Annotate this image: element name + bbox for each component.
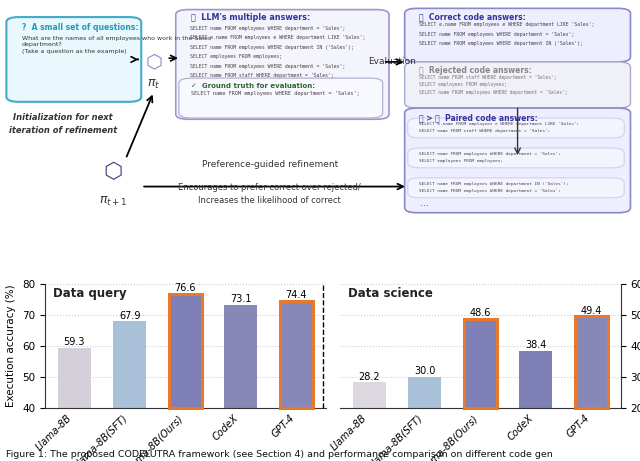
Text: 👍 > 👎  Paired code answers:: 👍 > 👎 Paired code answers: [419,113,538,122]
Text: 76.6: 76.6 [175,284,196,294]
Text: $\pi_t$: $\pi_t$ [147,78,161,91]
Text: ⬡: ⬡ [145,53,163,71]
Text: SELECT name FROM employees WHERE department = 'Sales';: SELECT name FROM employees WHERE departm… [190,64,346,69]
Bar [113,321,147,461]
Text: SELECT name FROM staff WHERE department = 'Sales';: SELECT name FROM staff WHERE department … [419,129,550,133]
Text: Evaluation: Evaluation [368,58,416,66]
Text: SELECT e.name FROM employees e WHERE department LIKE 'Sales';: SELECT e.name FROM employees e WHERE dep… [419,22,595,27]
Text: 59.3: 59.3 [63,337,85,347]
Text: SELECT name FROM staff WHERE department = 'Sales';: SELECT name FROM staff WHERE department … [190,73,334,78]
Bar [353,383,386,461]
Text: SELECT name FROM staff WHERE department = 'Sales';: SELECT name FROM staff WHERE department … [419,75,557,80]
Text: ...: ... [420,198,429,208]
FancyBboxPatch shape [179,78,383,118]
Text: 👍  Correct code answers:: 👍 Correct code answers: [419,13,526,22]
Text: 48.6: 48.6 [470,308,491,319]
Text: 73.1: 73.1 [230,295,252,304]
Text: SELECT name FROM employees WHERE department IN ('Sales');: SELECT name FROM employees WHERE departm… [190,45,354,50]
Text: ?  A small set of questions:: ? A small set of questions: [22,24,139,32]
Text: 74.4: 74.4 [285,290,307,300]
Bar [224,305,257,461]
Text: SELECT name FROM employees WHERE department = 'Sales';: SELECT name FROM employees WHERE departm… [190,26,346,31]
Text: Preference-guided refinement: Preference-guided refinement [202,160,338,169]
FancyBboxPatch shape [408,148,624,168]
Text: SELECT name FROM employees WHERE department IN ('Sales');: SELECT name FROM employees WHERE departm… [419,41,583,46]
Text: SELECT name FROM employees WHERE department = 'Sales';: SELECT name FROM employees WHERE departm… [419,152,561,156]
Text: ⬡: ⬡ [103,162,123,182]
Bar [463,319,497,461]
Text: 🗒  LLM's multiple answers:: 🗒 LLM's multiple answers: [191,13,310,22]
Text: Data query: Data query [53,287,127,300]
Bar [280,301,313,461]
FancyBboxPatch shape [6,17,141,102]
Text: 67.9: 67.9 [119,311,141,320]
Text: 👎  Rejected code answers:: 👎 Rejected code answers: [419,66,532,76]
Text: SELECT name FROM employees WHERE department = 'Sales';: SELECT name FROM employees WHERE departm… [419,189,561,193]
Text: $\pi_{t+1}$: $\pi_{t+1}$ [99,195,127,208]
Bar [575,317,608,461]
Text: SELECT name FROM employees WHERE department = 'Sales';: SELECT name FROM employees WHERE departm… [191,91,360,95]
Text: 49.4: 49.4 [580,306,602,316]
Text: SELECT employees FROM employees;: SELECT employees FROM employees; [190,54,282,59]
Text: SELECT e.name FROM employees e WHERE department LIKE 'Sales';: SELECT e.name FROM employees e WHERE dep… [190,35,365,40]
Text: What are the names of all employees who work in the Sales
department?
(Take a qu: What are the names of all employees who … [22,36,211,54]
FancyBboxPatch shape [404,108,630,213]
FancyBboxPatch shape [176,10,389,119]
Y-axis label: Execution accuracy (%): Execution accuracy (%) [6,284,17,407]
Text: SELECT name FROM employees WHERE department IN ('Sales');: SELECT name FROM employees WHERE departm… [419,182,569,186]
FancyBboxPatch shape [408,118,624,138]
Text: SELECT employees FROM employees;: SELECT employees FROM employees; [419,83,507,88]
Text: SELECT name FROM employees WHERE department = 'Sales';: SELECT name FROM employees WHERE departm… [419,31,574,36]
Text: 30.0: 30.0 [414,366,435,376]
Text: 28.2: 28.2 [358,372,380,382]
Text: Initialization for next
iteration of refinement: Initialization for next iteration of ref… [9,113,117,135]
Text: SELECT name FROM employees WHERE department = 'Sales';: SELECT name FROM employees WHERE departm… [419,90,568,95]
Text: SELECT e.name FROM employees e WHERE department LIKE 'Sales';: SELECT e.name FROM employees e WHERE dep… [419,122,579,126]
Bar [519,351,552,461]
Text: Encourages to prefer correct over rejected/
Increases the likelihood of correct: Encourages to prefer correct over reject… [179,183,361,205]
Bar [58,348,91,461]
Bar [168,294,202,461]
FancyBboxPatch shape [404,8,630,62]
FancyBboxPatch shape [404,62,630,108]
Text: ✓  Ground truth for evaluation:: ✓ Ground truth for evaluation: [191,83,316,89]
FancyBboxPatch shape [408,178,624,198]
Text: Figure 1: The proposed CODELUTRA framework (see Section 4) and performance compa: Figure 1: The proposed CODELUTRA framewo… [6,449,553,459]
Bar [408,377,442,461]
Text: 38.4: 38.4 [525,340,547,350]
Text: SELECT employees FROM employees;: SELECT employees FROM employees; [419,159,503,163]
Text: Data science: Data science [348,287,433,300]
